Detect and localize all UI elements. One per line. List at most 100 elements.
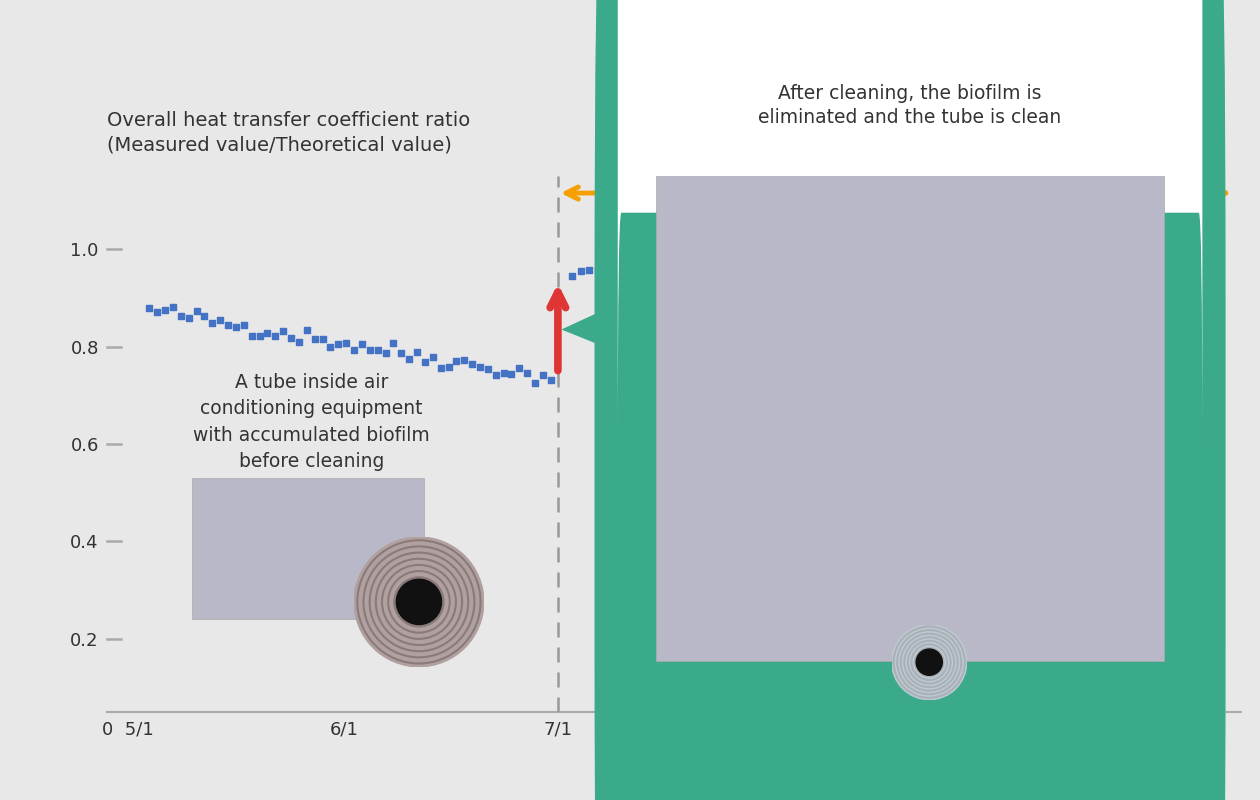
Point xyxy=(517,366,537,379)
Point xyxy=(383,337,403,350)
Point xyxy=(973,287,993,300)
Text: After cleaning, the biofilm is: After cleaning, the biofilm is xyxy=(779,84,1042,102)
Circle shape xyxy=(916,649,942,675)
Point xyxy=(1101,284,1121,297)
Point xyxy=(485,369,505,382)
Point xyxy=(525,377,546,390)
Point xyxy=(203,316,223,329)
Point xyxy=(226,320,246,333)
Point xyxy=(759,270,779,283)
Point xyxy=(708,275,728,288)
Point xyxy=(639,270,659,283)
Point xyxy=(320,341,340,354)
Point xyxy=(344,343,364,356)
Point xyxy=(982,283,1002,296)
FancyBboxPatch shape xyxy=(192,478,425,619)
Point xyxy=(163,301,183,314)
Point xyxy=(921,282,941,294)
Point xyxy=(999,286,1019,298)
Point xyxy=(724,266,745,278)
Point xyxy=(930,286,950,299)
Circle shape xyxy=(892,625,966,700)
Point xyxy=(878,276,898,289)
Point xyxy=(1153,291,1173,304)
Point xyxy=(1119,291,1139,304)
Point xyxy=(478,362,498,375)
Point xyxy=(359,344,379,357)
Point xyxy=(218,319,238,332)
Point xyxy=(1128,282,1148,294)
Point xyxy=(801,276,822,289)
Point xyxy=(352,338,372,351)
Point xyxy=(682,271,702,284)
Point xyxy=(1050,284,1070,297)
Point xyxy=(328,338,348,351)
Point xyxy=(533,369,553,382)
Point xyxy=(541,374,561,386)
Point xyxy=(905,282,925,294)
Point xyxy=(1162,282,1182,294)
Point xyxy=(939,278,959,291)
Circle shape xyxy=(396,579,442,625)
Point xyxy=(596,272,616,285)
Point xyxy=(1058,293,1079,306)
Point xyxy=(454,354,474,366)
Point xyxy=(810,274,830,287)
Point xyxy=(571,265,591,278)
Point xyxy=(605,270,625,282)
Point xyxy=(844,279,864,292)
Point xyxy=(249,330,270,342)
Point xyxy=(622,265,643,278)
Text: eliminated and the tube is clean: eliminated and the tube is clean xyxy=(759,108,1062,127)
Point xyxy=(296,324,316,337)
Point xyxy=(147,306,168,318)
Polygon shape xyxy=(562,310,604,346)
Point xyxy=(391,346,411,359)
Point xyxy=(446,355,466,368)
Point xyxy=(716,271,736,284)
Point xyxy=(438,360,459,373)
Point xyxy=(281,332,301,345)
Point xyxy=(1007,283,1027,296)
Point xyxy=(305,333,325,346)
Point xyxy=(140,302,160,314)
Point xyxy=(501,367,522,380)
Point xyxy=(336,337,357,350)
Point xyxy=(1135,284,1155,297)
Point xyxy=(1187,279,1207,292)
Point xyxy=(751,285,771,298)
Point xyxy=(580,263,600,276)
Point xyxy=(422,351,442,364)
Point xyxy=(887,278,907,290)
Point xyxy=(562,270,582,283)
Point xyxy=(767,274,788,286)
Point xyxy=(368,344,388,357)
Point xyxy=(587,264,607,277)
Point xyxy=(273,325,294,338)
Point xyxy=(665,267,685,280)
Point xyxy=(194,310,214,322)
Text: 20%*: 20%* xyxy=(901,362,983,390)
Point xyxy=(828,278,848,291)
Point xyxy=(1067,285,1087,298)
Point xyxy=(776,276,796,289)
Point xyxy=(242,330,262,342)
Point xyxy=(431,362,451,374)
Point xyxy=(210,314,231,326)
Point xyxy=(1033,282,1053,295)
Point xyxy=(1144,284,1164,297)
Text: as a result: as a result xyxy=(969,366,1105,386)
Point xyxy=(990,283,1011,296)
Point xyxy=(312,333,333,346)
Text: A tube inside air
conditioning equipment
with accumulated biofilm
before cleanin: A tube inside air conditioning equipment… xyxy=(193,373,430,471)
Point xyxy=(155,303,175,316)
Point xyxy=(794,284,814,297)
Point xyxy=(470,360,490,373)
Text: improved: improved xyxy=(770,366,892,386)
Point xyxy=(257,326,277,339)
Point xyxy=(234,318,255,331)
Point xyxy=(648,275,668,288)
Point xyxy=(494,367,514,380)
Point xyxy=(914,281,934,294)
Point xyxy=(948,279,968,292)
